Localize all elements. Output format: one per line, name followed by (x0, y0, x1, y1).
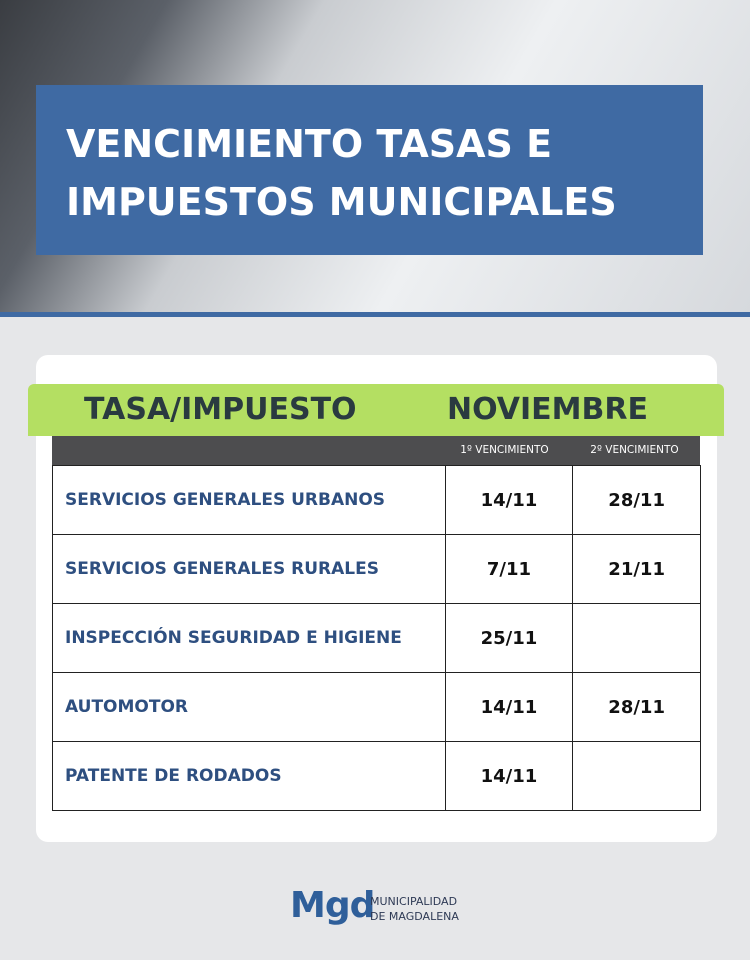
due-date: 28/11 (572, 672, 701, 742)
divider (0, 312, 750, 317)
due-date: 21/11 (572, 534, 701, 604)
due-date: 14/11 (444, 741, 574, 811)
title-line: IMPUESTOS MUNICIPALES (66, 180, 617, 224)
subheader: 1º VENCIMIENTO (460, 444, 549, 456)
due-date: 14/11 (444, 672, 574, 742)
tax-name: SERVICIOS GENERALES URBANOS (52, 465, 446, 535)
table-row: SERVICIOS GENERALES URBANOS 14/11 28/11 (52, 465, 701, 535)
logo-text: MUNICIPALIDAD (370, 895, 458, 908)
due-date: 7/11 (444, 534, 574, 604)
logo: Mgd (290, 885, 375, 926)
subheader: 2º VENCIMIENTO (590, 444, 679, 456)
column-header: TASA/IMPUESTO (84, 392, 357, 427)
table: SERVICIOS GENERALES URBANOS 14/11 28/11 SER… (52, 465, 701, 811)
table-row: PATENTE DE RODADOS 14/11 (52, 741, 701, 811)
column-header: NOVIEMBRE (447, 392, 648, 427)
table-row: SERVICIOS GENERALES RURALES 7/11 21/11 (52, 534, 701, 604)
title-line: VENCIMIENTO TASAS E (66, 122, 553, 166)
tax-name: PATENTE DE RODADOS (52, 741, 446, 811)
due-date (572, 603, 701, 673)
due-date: 28/11 (572, 465, 701, 535)
tax-name: AUTOMOTOR (52, 672, 446, 742)
logo-text: DE MAGDALENA (370, 910, 459, 923)
due-date: 14/11 (444, 465, 574, 535)
tax-name: INSPECCIÓN SEGURIDAD E HIGIENE (52, 603, 446, 673)
column-header-bar (28, 384, 724, 436)
due-date (572, 741, 701, 811)
tax-name: SERVICIOS GENERALES RURALES (52, 534, 446, 604)
table-row: AUTOMOTOR 14/11 28/11 (52, 672, 701, 742)
table-row: INSPECCIÓN SEGURIDAD E HIGIENE 25/11 (52, 603, 701, 673)
due-date: 25/11 (444, 603, 574, 673)
title-box: VENCIMIENTO TASAS E IMPUESTOS MUNICIPALE… (36, 85, 703, 255)
subheader-bar (52, 436, 700, 465)
